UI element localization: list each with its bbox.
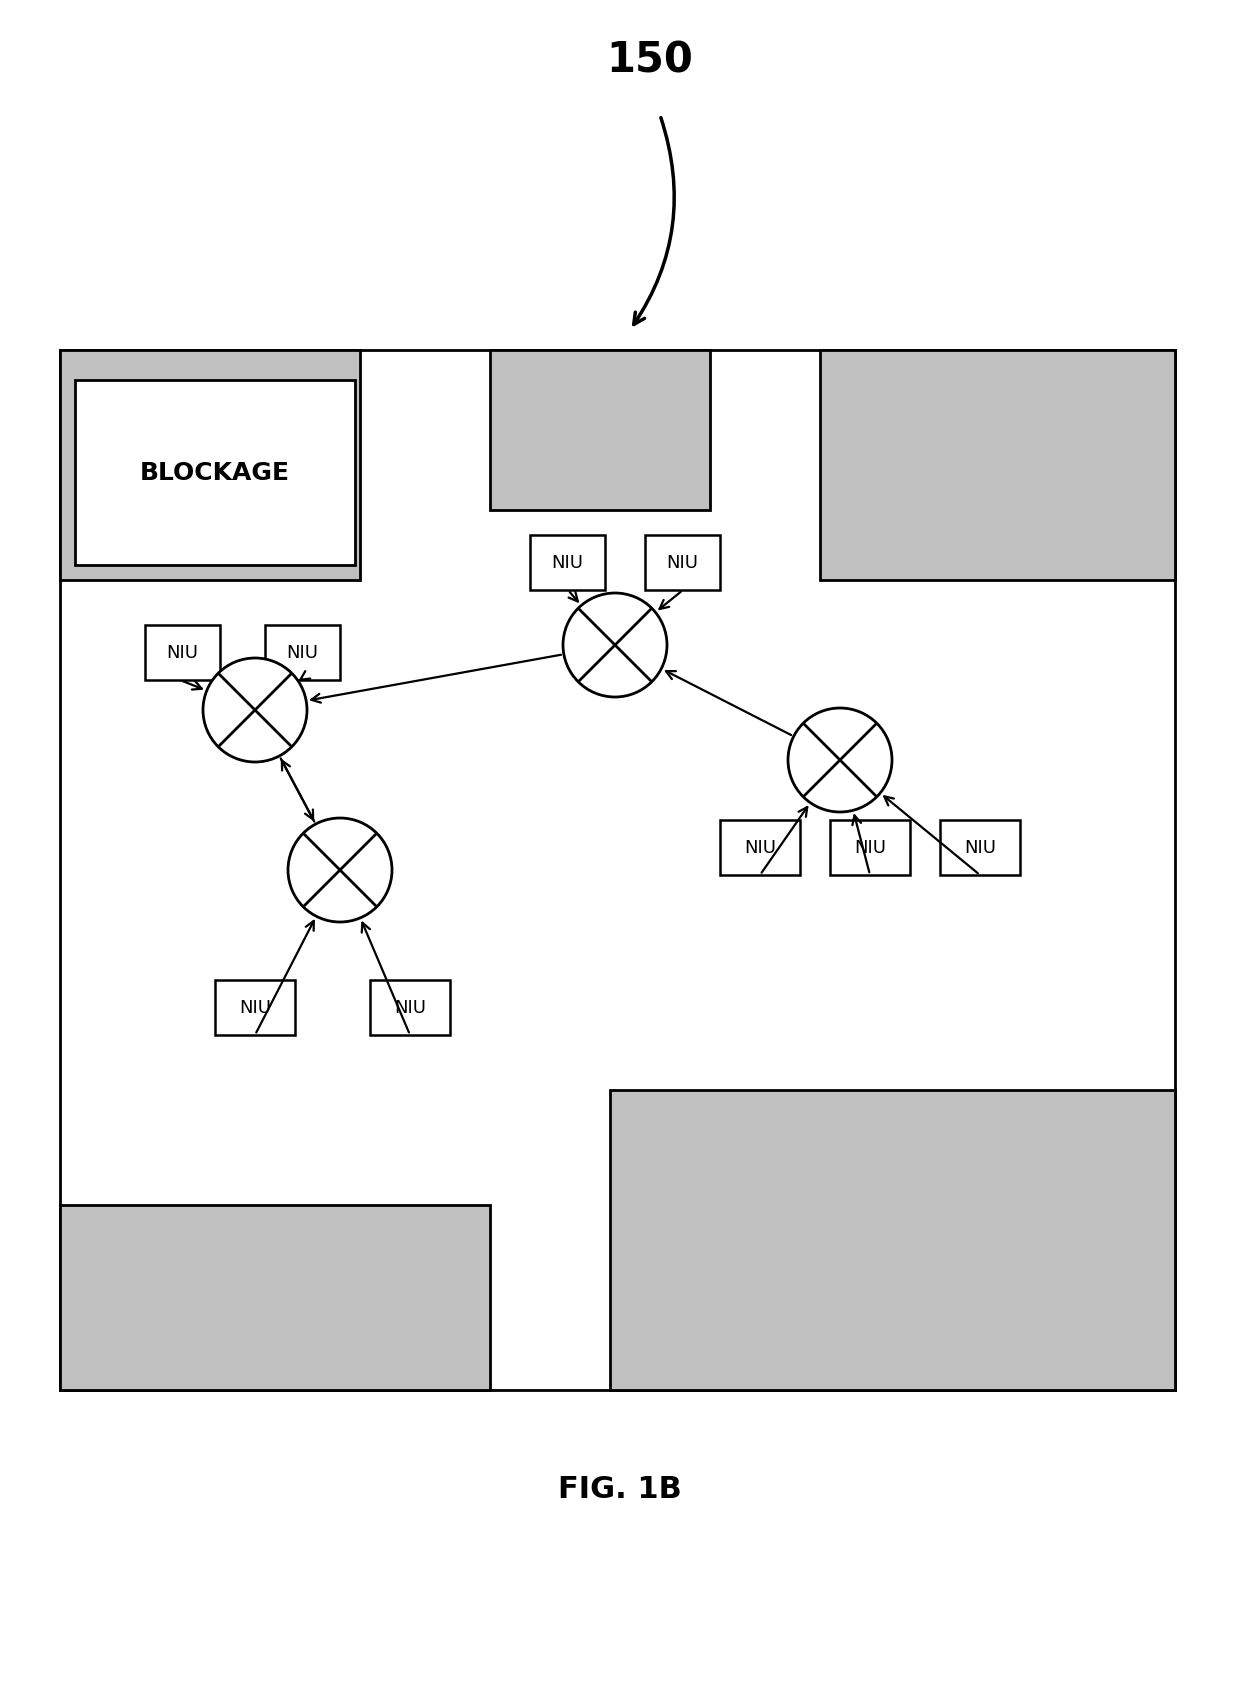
Text: NIU: NIU: [552, 553, 584, 572]
Bar: [645, 535, 720, 590]
Text: 150: 150: [606, 39, 693, 81]
Bar: [820, 350, 1176, 580]
Text: NIU: NIU: [667, 553, 698, 572]
Bar: [74, 380, 355, 565]
Text: NIU: NIU: [854, 839, 887, 856]
Bar: [490, 350, 711, 510]
Text: NIU: NIU: [394, 999, 427, 1016]
Bar: [610, 1090, 1176, 1389]
Bar: [60, 350, 360, 580]
Bar: [145, 626, 219, 680]
Bar: [940, 821, 1021, 875]
Circle shape: [787, 708, 892, 812]
Text: BLOCKAGE: BLOCKAGE: [140, 461, 290, 484]
Circle shape: [203, 658, 308, 762]
Text: NIU: NIU: [744, 839, 776, 856]
Text: NIU: NIU: [166, 644, 198, 661]
Text: NIU: NIU: [963, 839, 996, 856]
Circle shape: [563, 594, 667, 696]
Bar: [370, 981, 450, 1034]
Bar: [215, 981, 295, 1034]
Bar: [529, 535, 605, 590]
Bar: [60, 350, 1176, 1389]
Bar: [60, 1204, 490, 1389]
Text: FIG. 1B: FIG. 1B: [558, 1475, 682, 1504]
Bar: [265, 626, 340, 680]
Text: NIU: NIU: [239, 999, 272, 1016]
Bar: [830, 821, 910, 875]
Circle shape: [288, 817, 392, 922]
Text: NIU: NIU: [286, 644, 319, 661]
Bar: [720, 821, 800, 875]
